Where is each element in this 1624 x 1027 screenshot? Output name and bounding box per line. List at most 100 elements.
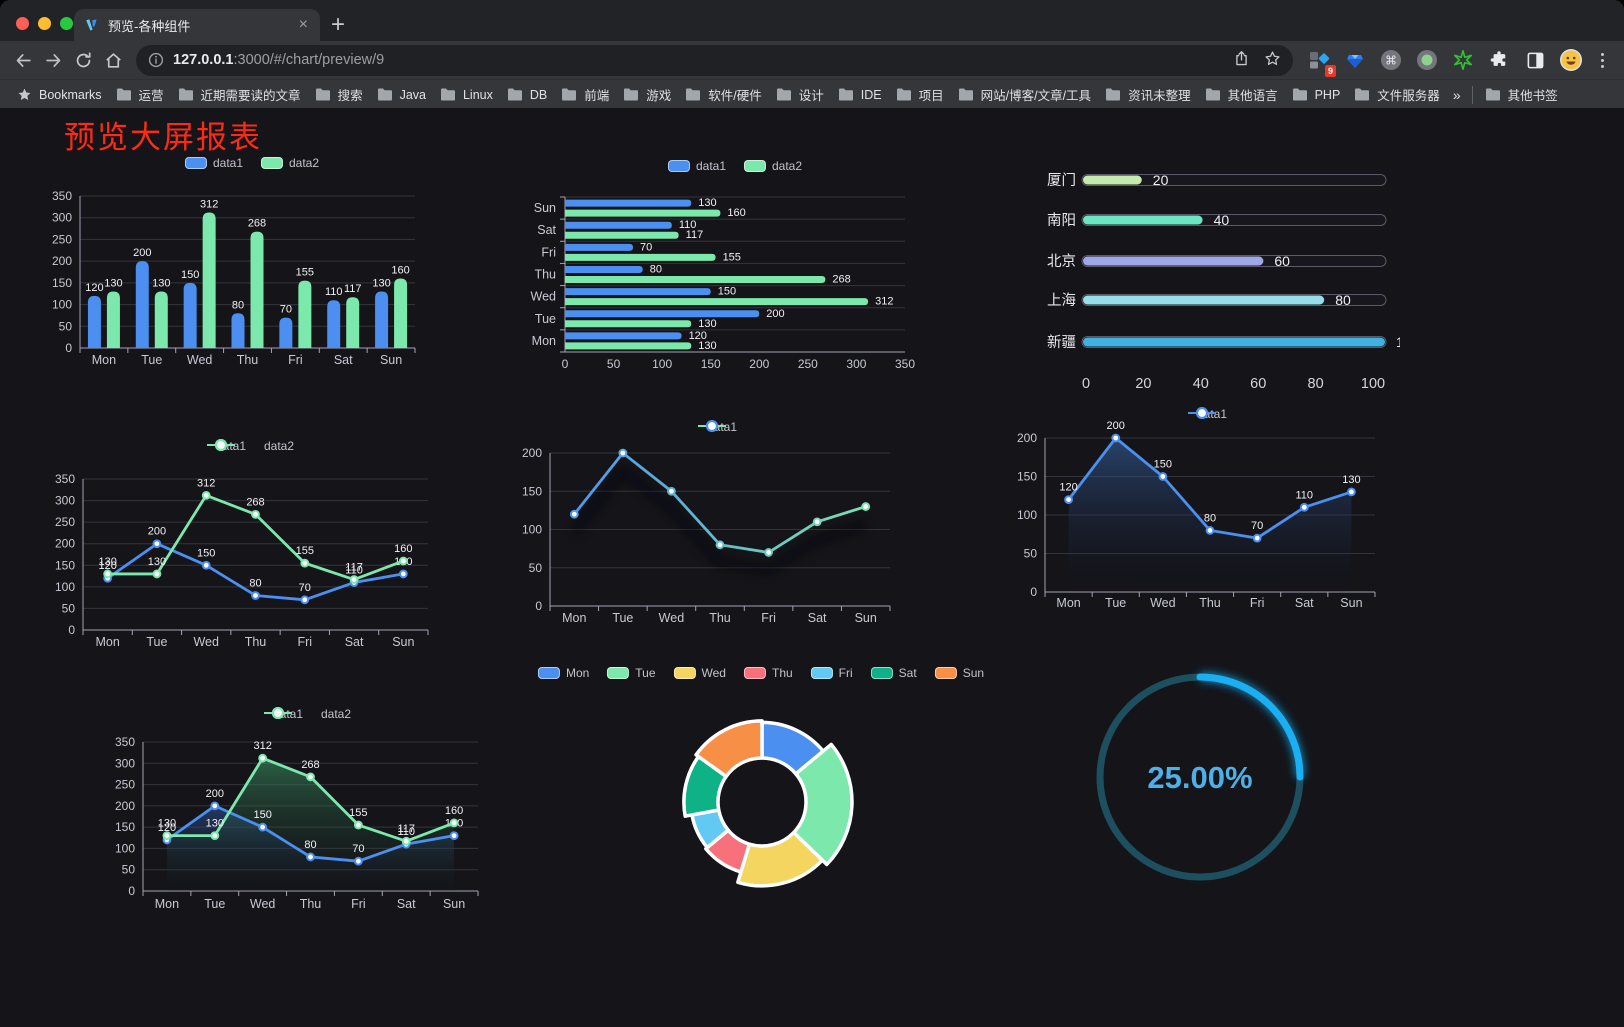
svg-text:Wed: Wed	[187, 353, 213, 367]
bookmark-folder[interactable]: 项目	[889, 84, 951, 106]
bookmark-folder[interactable]: 资讯未整理	[1098, 84, 1198, 106]
folder-icon	[624, 88, 639, 101]
svg-text:70: 70	[280, 304, 292, 316]
svg-text:Thu: Thu	[245, 635, 267, 649]
home-icon[interactable]	[98, 45, 128, 75]
bookmarks-root[interactable]: Bookmarks	[10, 84, 109, 106]
back-icon[interactable]	[8, 45, 38, 75]
legend-item-Thu[interactable]: Thu	[743, 666, 793, 680]
folder-icon	[1485, 88, 1500, 101]
svg-text:160: 160	[727, 207, 745, 219]
forward-icon[interactable]	[38, 45, 68, 75]
legend-item-Tue[interactable]: Tue	[607, 666, 656, 680]
bookmark-folder[interactable]: 设计	[769, 84, 831, 106]
bookmark-folder[interactable]: 搜索	[308, 84, 370, 106]
legend-item-data1[interactable]: data1	[184, 156, 243, 170]
page-title: 预览大屏报表	[64, 120, 262, 155]
legend-item-data2[interactable]: data2	[263, 707, 351, 721]
other-bookmarks-folder[interactable]: 其他书签	[1478, 84, 1565, 106]
extension-grid-icon[interactable]: 9	[1307, 48, 1336, 77]
svg-text:⌘: ⌘	[1385, 54, 1397, 68]
minimize-window-button[interactable]	[38, 17, 51, 30]
legend-item-data2[interactable]: data2	[744, 159, 802, 173]
legend-item-Sun[interactable]: Sun	[934, 666, 984, 680]
bookmark-folder[interactable]: IDE	[831, 84, 889, 106]
svg-text:250: 250	[798, 357, 818, 371]
svg-text:Sat: Sat	[334, 353, 353, 367]
svg-text:130: 130	[152, 278, 170, 290]
bookmark-folder[interactable]: Java	[370, 84, 433, 106]
legend-item-Fri[interactable]: Fri	[810, 666, 853, 680]
svg-text:200: 200	[749, 357, 769, 371]
site-info-icon[interactable]	[148, 52, 164, 68]
folder-icon	[507, 88, 522, 101]
folder-icon	[686, 88, 701, 101]
legend-pill-icon	[673, 667, 696, 679]
record-extension-icon[interactable]	[1415, 48, 1439, 72]
green-star-extension-icon[interactable]	[1451, 48, 1475, 72]
legend-item-Wed[interactable]: Wed	[673, 666, 726, 680]
bookmark-folder[interactable]: 前端	[554, 84, 616, 106]
command-extension-icon[interactable]: ⌘	[1379, 48, 1403, 72]
svg-text:160: 160	[391, 265, 409, 277]
svg-text:120: 120	[689, 330, 707, 342]
new-tab-button[interactable]: +	[331, 11, 346, 38]
svg-text:Mon: Mon	[562, 611, 586, 625]
bookmark-folder[interactable]: 游戏	[616, 84, 678, 106]
bookmark-folder[interactable]: PHP	[1285, 84, 1348, 106]
svg-text:60: 60	[1250, 376, 1266, 392]
bookmark-folder-label: 软件/硬件	[708, 89, 762, 103]
folder-icon	[562, 88, 577, 101]
close-window-button[interactable]	[16, 17, 29, 30]
bookmark-folder-label: DB	[529, 87, 548, 102]
zoom-window-button[interactable]	[60, 17, 73, 30]
folder-icon	[377, 88, 392, 101]
bookmark-folder-label: 设计	[798, 89, 824, 103]
bookmark-folder[interactable]: 网站/博客/文章/工具	[951, 84, 1098, 106]
svg-text:Fri: Fri	[297, 635, 312, 649]
svg-text:Thu: Thu	[534, 268, 556, 282]
bookmark-folder[interactable]: 软件/硬件	[678, 84, 768, 106]
chart-rose-donut: Mon Tue Wed Thu Fri Sat Sun	[537, 660, 984, 912]
svg-text:Thu: Thu	[237, 353, 259, 367]
legend-pill-icon	[667, 160, 690, 172]
bookmarks-overflow-chevron[interactable]: »	[1452, 86, 1461, 103]
bookmark-folder[interactable]: Linux	[433, 84, 500, 106]
gem-extension-icon[interactable]	[1343, 48, 1367, 72]
browser-tab[interactable]: 预览-各种组件 ×	[74, 9, 320, 41]
legend-item-data1[interactable]: data1	[1187, 407, 1227, 421]
svg-text:0: 0	[1030, 585, 1037, 599]
share-icon[interactable]	[1233, 50, 1250, 71]
svg-text:150: 150	[701, 357, 721, 371]
split-view-extension-icon[interactable]	[1523, 48, 1547, 72]
puzzle-extensions-icon[interactable]	[1487, 48, 1511, 72]
url-path: :3000/#/chart/preview/9	[233, 52, 385, 68]
bookmark-folder[interactable]: 运营	[109, 84, 171, 106]
reload-icon[interactable]	[68, 45, 98, 75]
legend-item-Mon[interactable]: Mon	[537, 666, 589, 680]
progress-ring-plot: 25.00%	[1096, 672, 1305, 881]
bookmark-folder[interactable]: DB	[500, 84, 554, 106]
profile-avatar[interactable]	[1559, 48, 1583, 72]
other-bookmarks-label: 其他书签	[1507, 89, 1558, 103]
bookmark-star-icon[interactable]	[1264, 50, 1281, 71]
bookmark-folder[interactable]: 其他语言	[1198, 84, 1285, 106]
svg-text:Sat: Sat	[1295, 596, 1314, 610]
svg-text:200: 200	[522, 446, 542, 460]
address-bar[interactable]: 127.0.0.1 :3000/#/chart/preview/9	[136, 44, 1293, 76]
browser-menu-icon[interactable]	[1595, 52, 1610, 68]
svg-text:50: 50	[62, 601, 76, 615]
svg-text:Mon: Mon	[532, 334, 556, 348]
tab-close-icon[interactable]: ×	[298, 16, 308, 33]
legend-item-data1[interactable]: data1	[697, 420, 737, 434]
bookmark-folder[interactable]: 文件服务器	[1347, 84, 1447, 106]
star-icon	[18, 88, 31, 100]
legend-item-data1[interactable]: data1	[667, 159, 726, 173]
legend-item-data2[interactable]: data2	[206, 439, 294, 453]
svg-text:110: 110	[1296, 489, 1314, 501]
chart-progress-bars: 厦门 20 南阳 40 北京 60 上海 80 新疆 100 0 20 40 60 80 100	[1000, 155, 1400, 397]
legend-item-Sat[interactable]: Sat	[870, 666, 917, 680]
bookmark-folder[interactable]: 近期需要读的文章	[171, 84, 308, 106]
legend-item-data2[interactable]: data2	[261, 156, 319, 170]
